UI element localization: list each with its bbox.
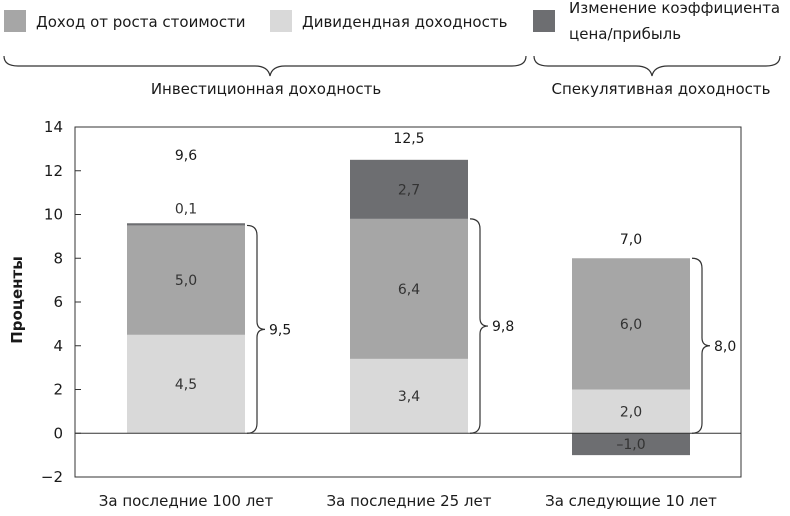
y-tick-label: −2 [41,468,63,486]
investment-brace [469,218,489,434]
bar-segment-dividend-yield [572,389,690,434]
legend-label-pe-change: Изменение коэффициента [569,0,780,17]
bar-segment-pe-change [572,433,690,456]
category-label: За следующие 10 лет [545,492,717,510]
bar-total-label: 7,0 [620,232,642,248]
bar-segment-earnings-growth [127,225,245,335]
brace-investment [3,55,527,77]
legend-swatch-pe-change [533,10,555,32]
legend-label-dividend-yield: Дивидендная доходность [302,13,507,31]
category-label: За последние 25 лет [327,492,492,510]
group-label-investment: Инвестиционная доходность [151,80,381,98]
investment-total-label: 9,5 [269,322,291,338]
segment-label-pe-change: 2,7 [398,182,420,198]
y-tick-label: 0 [53,424,63,442]
legend-swatch-earnings-growth [4,10,26,32]
segment-label-earnings-growth: 6,4 [398,282,420,298]
y-tick-label: 4 [53,337,63,355]
segment-label-dividend-yield: 4,5 [175,377,197,393]
y-tick-label: 6 [53,293,63,311]
bar-total-label: 12,5 [393,131,424,147]
segment-label-earnings-growth: 6,0 [620,317,642,333]
brace-speculative [533,55,781,77]
y-axis-ticks: −2 0 2 4 6 8 10 12 14 [41,118,81,486]
bar-segment-pe-change [127,223,245,226]
category-label: За последние 100 лет [99,492,274,510]
y-tick-label: 10 [44,206,63,224]
bar-segment-dividend-yield [127,334,245,434]
group-label-speculative: Спекулятивная доходность [552,80,771,98]
legend-label-earnings-growth: Доход от роста стоимости [36,13,246,31]
segment-labels: 4,5 5,0 0,1 3,4 6,4 2,7 2,0 6,0 –1,0 9,6 12,5 7,0 [175,131,646,453]
segment-label-pe-change: –1,0 [616,437,645,453]
category-labels: За последние 100 лет За последние 25 лет З… [99,492,717,510]
y-tick-label: 2 [53,381,63,399]
investment-braces: 9,5 9,8 8,0 [246,218,736,434]
investment-brace [246,224,266,434]
bar-total-label: 9,6 [175,148,197,164]
bar-segment-earnings-growth [572,258,690,390]
legend-swatch-dividend-yield [270,10,292,32]
y-tick-label: 12 [44,162,63,180]
legend: Доход от роста стоимости Дивидендная дох… [4,0,780,43]
group-braces [3,55,781,77]
bar-segment-dividend-yield [350,358,468,434]
bar-segment-earnings-growth [350,218,468,359]
y-tick-label: 8 [53,249,63,267]
segment-label-dividend-yield: 2,0 [620,404,642,420]
investment-total-label: 9,8 [492,319,514,335]
y-tick-label: 14 [44,118,63,136]
segment-label-pe-change: 0,1 [175,201,197,217]
bars [127,159,690,456]
segment-label-dividend-yield: 3,4 [398,389,420,405]
bar-segment-pe-change [350,159,468,219]
legend-label-pe-change-line2: цена/прибыль [569,25,681,43]
segment-label-earnings-growth: 5,0 [175,273,197,289]
y-axis-label: Проценты [8,256,26,344]
investment-total-label: 8,0 [714,339,736,355]
investment-brace [691,257,711,434]
